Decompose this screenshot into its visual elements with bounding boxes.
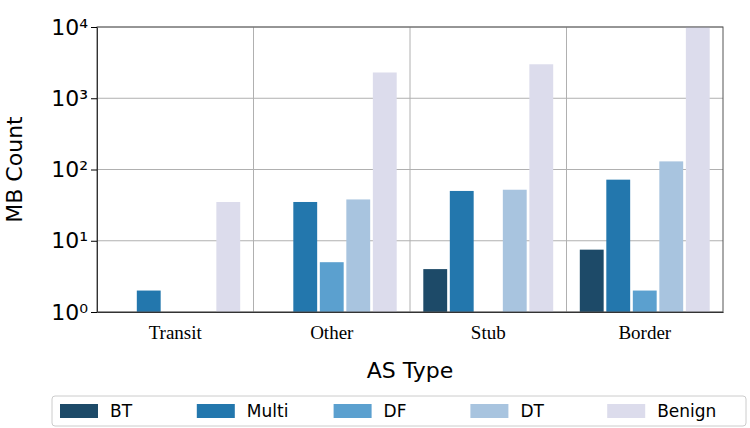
legend: BT Multi DF DT Benign — [52, 396, 746, 426]
legend-label: BT — [110, 401, 133, 421]
y-tick-mark — [91, 241, 97, 242]
y-axis-line — [97, 28, 98, 313]
y-axis-title: MB Count — [2, 116, 27, 223]
y-tick-mark — [91, 27, 97, 28]
legend-swatch — [197, 404, 235, 418]
y-tick-label: 10¹ — [51, 228, 88, 253]
group-separator — [566, 27, 567, 312]
x-axis-title: AS Type — [367, 358, 454, 383]
group-separator — [410, 27, 411, 312]
legend-box — [52, 396, 746, 426]
y-tick-label: 10² — [51, 157, 88, 182]
chart: 10⁰ 10¹ 10² 10³ 10⁴ Transit Other Stub Border AS … — [0, 0, 750, 428]
y-tick: 10⁰ — [51, 300, 97, 325]
y-tick-mark — [91, 312, 97, 313]
x-tick-label: Transit — [149, 322, 203, 343]
x-axis-line — [98, 312, 724, 313]
x-tick-label: Other — [310, 322, 354, 343]
y-tick: 10⁴ — [51, 15, 97, 40]
bar — [320, 262, 344, 312]
legend-label: DF — [384, 401, 407, 421]
x-tick: Stub — [471, 312, 506, 343]
y-tick-label: 10³ — [51, 86, 88, 111]
legend-swatch — [60, 404, 98, 418]
bars — [137, 27, 710, 312]
bar — [686, 27, 710, 312]
y-tick-label: 10⁴ — [51, 15, 88, 40]
bar — [423, 269, 447, 312]
bar — [633, 291, 657, 312]
group-separator — [253, 27, 254, 312]
y-axis: 10⁰ 10¹ 10² 10³ 10⁴ — [51, 15, 97, 325]
bar — [450, 191, 474, 312]
bar — [659, 161, 683, 312]
legend-swatch — [470, 404, 508, 418]
legend-swatch — [334, 404, 372, 418]
legend-swatch — [607, 404, 645, 418]
y-tick-mark — [91, 170, 97, 171]
legend-label: Multi — [247, 401, 289, 421]
x-tick: Border — [618, 312, 671, 343]
x-tick: Transit — [149, 312, 203, 343]
bar — [293, 202, 317, 312]
y-tick: 10² — [51, 157, 97, 182]
bar — [580, 250, 604, 312]
x-tick-label: Border — [618, 322, 671, 343]
bar — [529, 64, 553, 312]
bar — [373, 72, 397, 312]
y-tick: 10³ — [51, 86, 97, 111]
bar — [216, 202, 240, 312]
legend-label: DT — [520, 401, 544, 421]
y-tick-label: 10⁰ — [51, 300, 88, 325]
bar — [606, 180, 630, 312]
y-tick: 10¹ — [51, 228, 97, 253]
y-tick-mark — [91, 98, 97, 99]
x-tick: Other — [310, 312, 354, 343]
x-axis: Transit Other Stub Border — [98, 312, 724, 343]
x-tick-label: Stub — [471, 322, 506, 343]
bar — [137, 291, 161, 312]
grid — [97, 27, 723, 312]
bar — [503, 190, 527, 312]
bar — [346, 199, 370, 312]
plot-frame — [97, 27, 723, 312]
legend-label: Benign — [657, 401, 716, 421]
